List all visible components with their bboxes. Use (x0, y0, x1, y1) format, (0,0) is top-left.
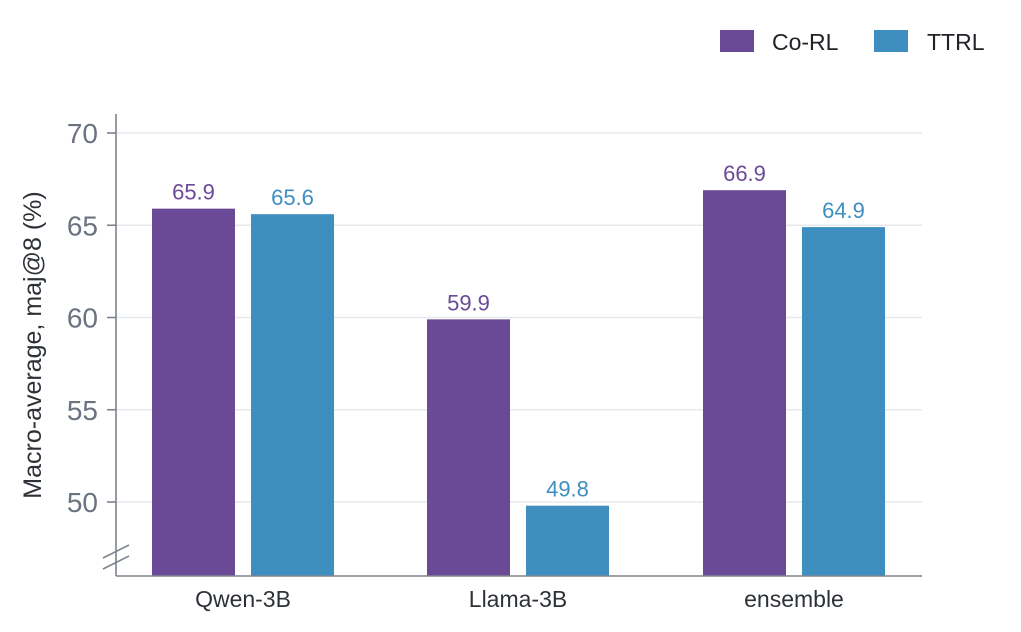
y-ticks: 50 55 60 65 70 (67, 118, 116, 518)
y-axis-label: Macro-average, maj@8 (%) (19, 191, 47, 498)
legend-label-co-rl: Co-RL (772, 29, 839, 55)
y-tick-label-50: 50 (67, 487, 98, 518)
y-tick-label-70: 70 (67, 118, 98, 149)
value-label-ttrl-qwen-3b: 65.6 (271, 185, 314, 210)
y-tick-label-65: 65 (67, 210, 98, 241)
value-label-co-rl-qwen-3b: 65.9 (172, 180, 215, 205)
gridlines (116, 132, 922, 503)
bar-ttrl-qwen-3b (251, 214, 334, 576)
value-label-ttrl-llama-3b: 49.8 (546, 477, 589, 502)
bar-co-rl-llama-3b (427, 319, 510, 576)
value-label-ttrl-ensemble: 64.9 (822, 198, 865, 223)
legend-label-ttrl: TTRL (927, 29, 985, 55)
bars (152, 190, 885, 576)
value-label-co-rl-ensemble: 66.9 (723, 161, 766, 186)
legend: Co-RL TTRL (720, 29, 985, 55)
x-tick-label-llama-3b: Llama-3B (469, 586, 567, 612)
bar-ttrl-llama-3b (526, 505, 609, 576)
bar-co-rl-ensemble (703, 190, 786, 576)
bar-co-rl-qwen-3b (152, 208, 235, 576)
value-labels: 65.9 65.6 59.9 49.8 66.9 64.9 (172, 161, 865, 501)
axes (102, 114, 922, 577)
x-tick-label-ensemble: ensemble (744, 586, 844, 612)
y-tick-label-60: 60 (67, 303, 98, 334)
axis-break-marker (102, 544, 130, 570)
bar-ttrl-ensemble (802, 227, 885, 576)
legend-swatch-ttrl (874, 30, 908, 52)
x-tick-label-qwen-3b: Qwen-3B (195, 586, 291, 612)
x-tick-labels: Qwen-3B Llama-3B ensemble (195, 586, 844, 612)
y-tick-label-55: 55 (67, 395, 98, 426)
value-label-co-rl-llama-3b: 59.9 (447, 290, 490, 315)
legend-swatch-co-rl (720, 30, 754, 52)
